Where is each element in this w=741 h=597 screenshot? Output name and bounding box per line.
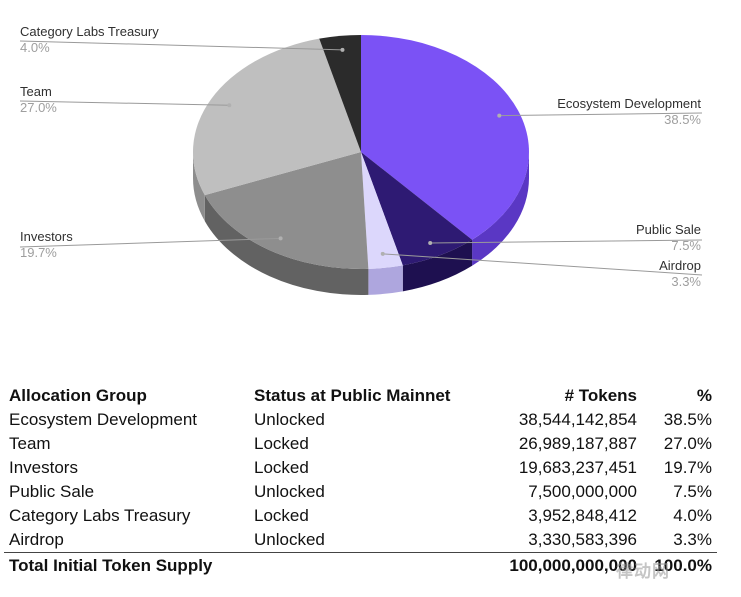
pie-slice-team bbox=[192, 38, 361, 196]
cell-status: Locked bbox=[254, 458, 309, 477]
leader-dot-investors bbox=[278, 236, 283, 241]
slice-label-ecosystem-development: Ecosystem Development 38.5% bbox=[557, 96, 701, 128]
pie-side-investors bbox=[204, 195, 369, 295]
table-header-row: Allocation Group Status at Public Mainne… bbox=[4, 384, 717, 408]
leader-line-public-sale bbox=[430, 239, 703, 244]
slice-name: Team bbox=[20, 84, 52, 99]
cell-status: Locked bbox=[254, 434, 309, 453]
table-row: Public Sale Unlocked 7,500,000,000 7.5% bbox=[4, 480, 717, 504]
slice-name: Airdrop bbox=[659, 258, 701, 273]
slice-name: Investors bbox=[20, 229, 73, 244]
header-tokens: # Tokens bbox=[564, 386, 637, 405]
leader-line-category-labs-treasury bbox=[19, 40, 343, 51]
slice-label-category-labs-treasury: Category Labs Treasury 4.0% bbox=[20, 24, 159, 56]
cell-tokens: 26,989,187,887 bbox=[518, 434, 637, 453]
table-row: Investors Locked 19,683,237,451 19.7% bbox=[4, 456, 717, 480]
cell-tokens: 38,544,142,854 bbox=[518, 410, 637, 429]
slice-percent: 27.0% bbox=[20, 100, 57, 115]
cell-status: Unlocked bbox=[254, 482, 325, 501]
slice-percent: 38.5% bbox=[664, 112, 701, 127]
cell-percent: 4.0% bbox=[673, 506, 712, 525]
pie-slices bbox=[192, 35, 530, 269]
cell-tokens: 3,330,583,396 bbox=[528, 530, 637, 549]
pie-side-public-sale bbox=[402, 239, 473, 292]
slice-percent: 19.7% bbox=[20, 245, 57, 260]
cell-percent: 27.0% bbox=[663, 434, 712, 453]
leader-line-ecosystem-development bbox=[499, 112, 703, 117]
cell-group: Team bbox=[9, 434, 51, 453]
header-status: Status at Public Mainnet bbox=[254, 386, 451, 405]
leader-dot-category-labs-treasury bbox=[340, 47, 345, 52]
leader-dot-airdrop bbox=[380, 251, 385, 256]
allocation-table: Allocation Group Status at Public Mainne… bbox=[4, 384, 717, 579]
slice-percent: 7.5% bbox=[671, 238, 701, 253]
slice-name: Ecosystem Development bbox=[557, 96, 701, 111]
slice-percent: 4.0% bbox=[20, 40, 50, 55]
slice-label-public-sale: Public Sale 7.5% bbox=[636, 222, 701, 254]
pie-slice-investors bbox=[204, 152, 369, 269]
slice-label-investors: Investors 19.7% bbox=[20, 229, 73, 261]
cell-percent: 38.5% bbox=[663, 410, 712, 429]
cell-percent: 19.7% bbox=[663, 458, 712, 477]
slice-label-team: Team 27.0% bbox=[20, 84, 57, 116]
leader-line-team bbox=[19, 100, 230, 106]
pie-slice-ecosystem-development bbox=[361, 35, 530, 240]
pie-chart: Category Labs Treasury 4.0% Team 27.0% I… bbox=[19, 24, 703, 295]
slice-name: Category Labs Treasury bbox=[20, 24, 159, 39]
total-label: Total Initial Token Supply bbox=[4, 552, 249, 579]
leader-dot-team bbox=[227, 103, 232, 108]
pie-slice-airdrop bbox=[361, 152, 403, 269]
leader-dot-public-sale bbox=[428, 240, 433, 245]
cell-group: Investors bbox=[9, 458, 78, 477]
table-row: Category Labs Treasury Locked 3,952,848,… bbox=[4, 504, 717, 528]
cell-tokens: 19,683,237,451 bbox=[518, 458, 637, 477]
pie-leader-lines bbox=[19, 40, 703, 276]
cell-percent: 7.5% bbox=[673, 482, 712, 501]
cell-group: Ecosystem Development bbox=[9, 410, 198, 429]
cell-tokens: 7,500,000,000 bbox=[528, 482, 637, 501]
pie-slice-category-labs-treasury bbox=[319, 35, 361, 152]
cell-tokens: 3,952,848,412 bbox=[528, 506, 637, 525]
table-total-row: Total Initial Token Supply 100,000,000,0… bbox=[4, 552, 717, 579]
watermark-logo: 律动网 bbox=[616, 562, 670, 581]
leader-line-airdrop bbox=[382, 253, 703, 276]
cell-group: Airdrop bbox=[9, 530, 64, 549]
cell-status: Unlocked bbox=[254, 530, 325, 549]
cell-percent: 3.3% bbox=[673, 530, 712, 549]
allocation-table-container: Allocation Group Status at Public Mainne… bbox=[4, 384, 717, 579]
leader-dot-ecosystem-development bbox=[497, 113, 502, 118]
slice-name: Public Sale bbox=[635, 222, 701, 237]
total-percent: 100.0% bbox=[642, 552, 717, 579]
pie-chart-svg bbox=[19, 35, 703, 295]
cell-status: Locked bbox=[254, 506, 309, 525]
pie-side-airdrop bbox=[368, 265, 403, 295]
header-allocation-group: Allocation Group bbox=[9, 386, 147, 405]
cell-group: Category Labs Treasury bbox=[9, 506, 191, 525]
table-row: Airdrop Unlocked 3,330,583,396 3.3% bbox=[4, 528, 717, 553]
total-tokens: 100,000,000,000 bbox=[464, 552, 642, 579]
table-row: Team Locked 26,989,187,887 27.0% bbox=[4, 432, 717, 456]
pie-side-ecosystem-development bbox=[472, 152, 529, 266]
slice-label-airdrop: Airdrop 3.3% bbox=[659, 258, 701, 290]
table-row: Ecosystem Development Unlocked 38,544,14… bbox=[4, 408, 717, 432]
leader-line-investors bbox=[19, 237, 281, 248]
cell-group: Public Sale bbox=[9, 482, 95, 501]
pie-side-team bbox=[193, 152, 205, 222]
pie-slice-public-sale bbox=[361, 152, 473, 266]
slice-percent: 3.3% bbox=[671, 274, 701, 289]
pie-3d-sides bbox=[193, 152, 529, 295]
total-status-empty bbox=[249, 552, 464, 579]
header-percent: % bbox=[696, 386, 712, 405]
cell-status: Unlocked bbox=[254, 410, 325, 429]
